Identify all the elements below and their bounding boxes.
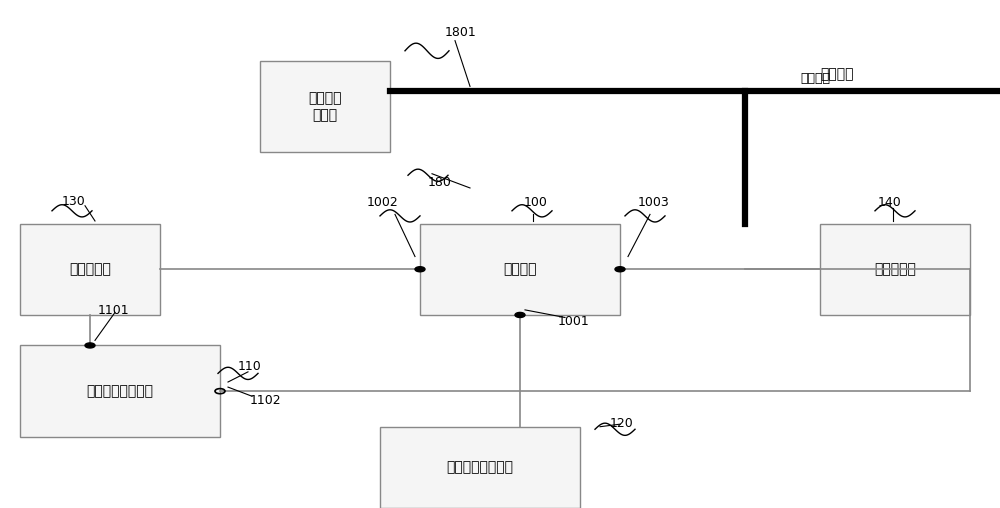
FancyBboxPatch shape	[420, 224, 620, 315]
Text: 第一开关控制电路: 第一开关控制电路	[87, 384, 154, 398]
Text: 电压输出端: 电压输出端	[874, 262, 916, 276]
Circle shape	[85, 343, 95, 348]
Text: 140: 140	[878, 196, 902, 209]
Circle shape	[615, 267, 625, 272]
Text: 射频电路: 射频电路	[800, 72, 830, 85]
Text: 130: 130	[62, 195, 86, 208]
FancyBboxPatch shape	[20, 224, 160, 315]
Text: 1001: 1001	[558, 314, 590, 328]
Circle shape	[415, 267, 425, 272]
FancyBboxPatch shape	[20, 345, 220, 437]
Text: 1101: 1101	[98, 304, 130, 318]
Text: 第二开关控制电路: 第二开关控制电路	[446, 460, 514, 474]
Text: 1002: 1002	[367, 196, 399, 209]
FancyBboxPatch shape	[260, 61, 390, 152]
Text: 180: 180	[428, 176, 452, 189]
Text: 射频电路: 射频电路	[820, 67, 854, 81]
Text: 开关电路: 开关电路	[503, 262, 537, 276]
Text: 120: 120	[610, 417, 634, 430]
Text: 1003: 1003	[638, 196, 670, 209]
Text: 1102: 1102	[250, 394, 282, 407]
Text: 110: 110	[238, 360, 262, 373]
FancyBboxPatch shape	[820, 224, 970, 315]
Text: 100: 100	[524, 196, 548, 209]
FancyBboxPatch shape	[380, 427, 580, 508]
Text: 1801: 1801	[445, 26, 477, 39]
Circle shape	[515, 312, 525, 318]
Text: 射频电路
输出端: 射频电路 输出端	[308, 91, 342, 122]
Text: 电压输入端: 电压输入端	[69, 262, 111, 276]
